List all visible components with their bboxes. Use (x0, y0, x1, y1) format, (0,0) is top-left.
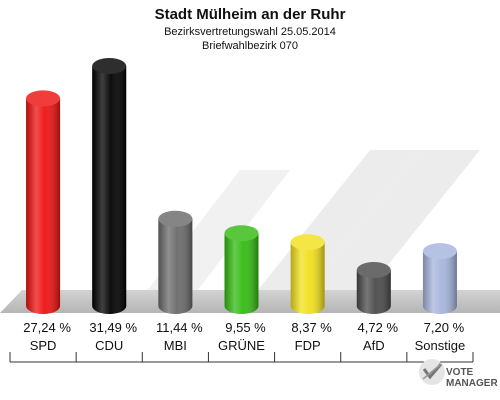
value-label: 31,49 % (89, 320, 137, 335)
bar-spd (26, 90, 61, 314)
value-label: 8,37 % (291, 320, 332, 335)
category-label: GRÜNE (218, 338, 265, 353)
bar-shading (26, 98, 61, 314)
logo-line2: MANAGER (446, 378, 498, 389)
value-label: 4,72 % (358, 320, 399, 335)
bar-afd (356, 262, 391, 314)
chart-subtitle-district: Briefwahlbezirk 070 (202, 40, 298, 52)
category-label: MBI (164, 338, 187, 353)
bar-top (26, 90, 61, 107)
value-label: 11,44 % (156, 320, 203, 335)
category-label: FDP (295, 338, 321, 353)
category-label: SPD (30, 338, 57, 353)
logo-line1: VOTE (446, 367, 474, 378)
bar-shading (92, 66, 127, 314)
chart-subtitle: Bezirksvertretungswahl 25.05.2014 (164, 26, 336, 38)
bars (26, 58, 457, 314)
value-label: 27,24 % (23, 320, 71, 335)
chart-title: Stadt Mülheim an der Ruhr (155, 6, 346, 23)
category-axis: SPD CDU MBI GRÜNE FDP AfD Sonstige (9, 338, 474, 363)
bar-shading (290, 242, 325, 314)
bar-grüne (224, 225, 259, 314)
bar-top (158, 210, 193, 227)
bar-fdp (290, 234, 325, 314)
bar-top (422, 243, 457, 260)
bar-top (290, 234, 325, 251)
value-label: 7,20 % (424, 320, 465, 335)
bar-top (92, 58, 127, 74)
bar-top (356, 262, 391, 279)
bar-shading (356, 270, 391, 314)
category-label: AfD (363, 338, 385, 353)
value-label: 9,55 % (225, 320, 266, 335)
bar-mbi (158, 210, 193, 314)
ballot-icon (419, 359, 445, 385)
bar-shading (158, 218, 193, 314)
bar-top (224, 225, 259, 242)
bar-shading (224, 233, 259, 314)
vote-manager-logo: VOTE MANAGER (419, 359, 498, 389)
category-label: CDU (95, 338, 123, 353)
value-labels: 27,24 % 31,49 % 11,44 % 9,55 % 8,37 % 4,72 % 7… (23, 320, 464, 335)
category-label: Sonstige (415, 338, 466, 353)
bar-cdu (92, 58, 127, 314)
bar-shading (422, 251, 457, 314)
bar-sonstige (422, 243, 457, 314)
